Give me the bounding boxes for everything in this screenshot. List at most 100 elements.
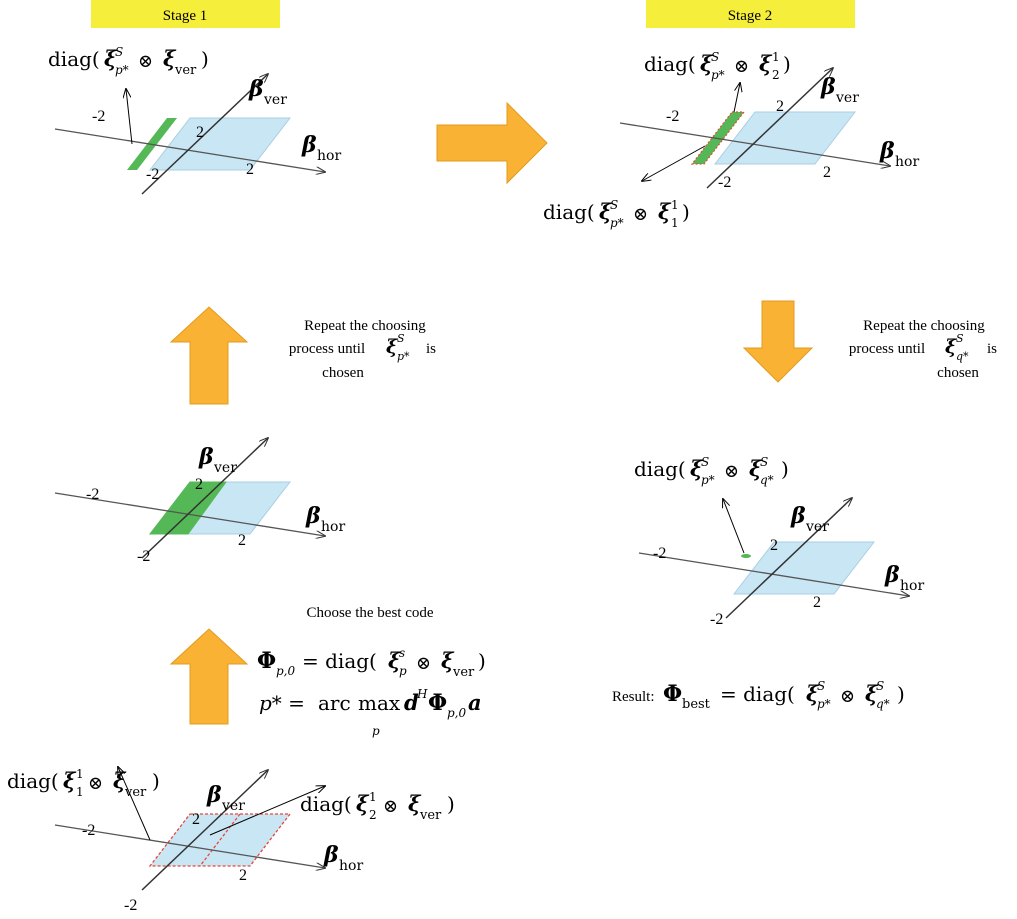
svg-text:hor: hor <box>321 519 345 535</box>
tick-pos-hor: 2 <box>823 164 831 181</box>
svg-text:a: a <box>468 690 482 715</box>
svg-text:): ) <box>152 769 160 793</box>
svg-text:ξ: ξ <box>356 791 370 816</box>
svg-text:= diag(: = diag( <box>302 649 377 673</box>
svg-text:Repeat the choosing: Repeat the choosing <box>863 318 985 334</box>
svg-text:diag(: diag( <box>300 792 352 816</box>
svg-text:ξ: ξ <box>388 648 402 673</box>
svg-text:): ) <box>201 47 209 71</box>
svg-text:1: 1 <box>671 216 679 230</box>
svg-text:ver: ver <box>124 785 147 800</box>
svg-text:ξ: ξ <box>658 199 672 224</box>
svg-text:p*: p* <box>817 697 831 711</box>
svg-text:): ) <box>478 649 486 673</box>
equation-p-star: p* = arc max p d H Φ p,0 a <box>259 687 482 738</box>
svg-text:Φ: Φ <box>257 648 276 674</box>
svg-text:ξ: ξ <box>690 456 704 481</box>
annotation-arrow-bottom <box>642 145 706 181</box>
tick-pos-ver: 2 <box>770 537 778 554</box>
svg-text:Φ: Φ <box>663 681 682 707</box>
svg-text:⊗: ⊗ <box>734 56 749 77</box>
svg-text:Φ: Φ <box>428 690 447 716</box>
beta-hor-label: β hor <box>323 842 363 874</box>
svg-text:ξ: ξ <box>408 791 422 816</box>
svg-text:⊗: ⊗ <box>840 686 855 707</box>
beta-ver-label: β ver <box>820 74 859 106</box>
beta-ver-label: β ver <box>198 444 237 476</box>
stage1-label-box <box>91 0 280 28</box>
svg-text:β: β <box>198 444 214 470</box>
svg-text:ξ: ξ <box>806 681 820 706</box>
tick-pos-hor: 2 <box>813 594 821 611</box>
svg-text:p*: p* <box>397 350 410 363</box>
annotation-arrow <box>126 89 133 145</box>
stage1-annotation: diag( ξ S p* ⊗ ξ ver ) <box>48 45 209 78</box>
svg-text:chosen: chosen <box>322 365 364 381</box>
svg-text:β: β <box>884 562 900 588</box>
tick-neg-ver: -2 <box>718 174 731 191</box>
svg-text:is: is <box>987 341 997 357</box>
svg-text:Repeat the choosing: Repeat the choosing <box>304 318 426 334</box>
stage2-label-box <box>646 0 855 28</box>
tick-neg-hor: -2 <box>653 545 666 562</box>
tick-neg-hor: -2 <box>666 108 679 125</box>
svg-text:p: p <box>372 724 380 738</box>
annotation-arrow-top <box>733 83 740 113</box>
stage2-annotation-top: diag( ξ S p* ⊗ ξ 1 2 ) <box>644 50 791 82</box>
annotation-arrow-right <box>209 786 325 836</box>
up-flow-arrow-upper <box>169 306 249 405</box>
tick-pos-ver: 2 <box>776 98 784 115</box>
svg-text:): ) <box>897 682 905 706</box>
annotation-arrow-left <box>118 767 151 841</box>
svg-text:S: S <box>115 45 123 59</box>
svg-text:S: S <box>760 455 768 469</box>
svg-text:d: d <box>404 690 419 715</box>
svg-text:hor: hor <box>339 858 363 874</box>
tick-pos-ver: 2 <box>196 124 204 141</box>
svg-text:1: 1 <box>369 790 377 804</box>
svg-text:p* =: p* = <box>259 691 305 715</box>
repeat-text-left: Repeat the choosing process until ξ S p*… <box>289 318 436 381</box>
svg-text:p,0: p,0 <box>276 664 295 678</box>
svg-text:diag(: diag( <box>7 769 59 793</box>
svg-text:1: 1 <box>772 50 780 64</box>
beta-hor-label: β hor <box>879 138 919 170</box>
svg-text:β: β <box>879 138 895 164</box>
svg-text:2: 2 <box>369 808 377 822</box>
svg-text:ξ: ξ <box>113 768 127 793</box>
svg-text:H: H <box>416 687 428 701</box>
bottom-plane <box>55 767 325 890</box>
svg-text:β: β <box>301 132 317 158</box>
svg-text:diag(: diag( <box>644 52 696 76</box>
svg-text:ξ: ξ <box>700 51 714 76</box>
svg-text:hor: hor <box>317 148 341 164</box>
stage1-label-text: Stage 1 <box>163 8 208 24</box>
svg-text:S: S <box>711 50 719 64</box>
tick-neg-ver: -2 <box>137 548 150 565</box>
svg-text:2: 2 <box>772 68 780 82</box>
tick-neg-ver: -2 <box>146 166 159 183</box>
svg-text:q*: q* <box>956 350 969 363</box>
svg-text:β: β <box>248 76 264 102</box>
beta-hor-label: β hor <box>305 503 345 535</box>
svg-text:⊗: ⊗ <box>724 461 739 482</box>
stage2-label-text: Stage 2 <box>728 8 773 24</box>
svg-text:p*: p* <box>711 68 725 82</box>
svg-text:ξ: ξ <box>163 46 177 71</box>
chosen-code-point <box>741 554 751 558</box>
svg-text:p*: p* <box>701 473 715 487</box>
stage2-label: Stage 2 <box>646 0 855 28</box>
svg-text:S: S <box>701 455 709 469</box>
svg-text:p: p <box>399 664 407 678</box>
svg-text:⊗: ⊗ <box>88 773 103 794</box>
svg-text:ver: ver <box>221 798 245 814</box>
svg-text:Result:: Result: <box>612 689 655 705</box>
bottom-annotation-right: diag( ξ 1 2 ⊗ ξ ver ) <box>300 790 455 823</box>
svg-text:ξ: ξ <box>865 681 879 706</box>
stage1-label: Stage 1 <box>91 0 280 28</box>
svg-text:⊗: ⊗ <box>138 51 153 72</box>
result-annotation: diag( ξ S p* ⊗ ξ S q* ) <box>634 455 789 487</box>
repeat-text-right: Repeat the choosing process until ξ S q*… <box>849 318 997 381</box>
svg-text:ξ: ξ <box>104 46 118 71</box>
